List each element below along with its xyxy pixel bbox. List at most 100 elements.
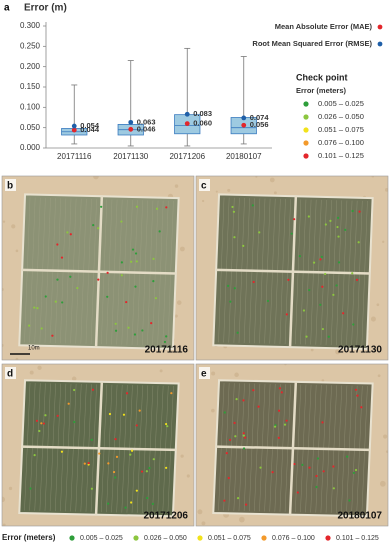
y-tick-label: 0.200 xyxy=(20,62,41,71)
terrain-speck xyxy=(382,240,385,243)
check-point xyxy=(352,471,355,475)
check-point xyxy=(273,425,277,428)
check-point xyxy=(165,466,168,469)
check-point xyxy=(301,463,304,466)
legend-label: 0.005 – 0.025 xyxy=(80,535,123,542)
check-point xyxy=(337,216,340,219)
legend-swatch xyxy=(197,535,203,541)
check-point xyxy=(98,452,101,455)
check-point xyxy=(152,280,155,283)
terrain-speck xyxy=(321,379,325,382)
point xyxy=(128,119,134,125)
panel-label: d xyxy=(7,369,13,380)
legend-label: 0.076 – 0.100 xyxy=(272,535,315,542)
terrain-speck xyxy=(269,177,275,183)
terrain-speck xyxy=(2,288,4,291)
check-point xyxy=(73,388,76,392)
check-point xyxy=(164,422,168,426)
check-point xyxy=(56,414,59,417)
legend-swatch xyxy=(261,535,267,541)
check-point xyxy=(154,297,158,300)
terrain-speck xyxy=(273,191,277,195)
check-point xyxy=(87,461,90,465)
check-point xyxy=(135,205,139,208)
check-point xyxy=(112,470,116,474)
check-point xyxy=(251,204,254,207)
check-point xyxy=(319,258,322,261)
check-point xyxy=(76,286,79,290)
legend-label: 0.101 – 0.125 xyxy=(336,535,379,542)
check-point xyxy=(287,278,290,281)
check-point xyxy=(278,387,281,390)
check-point xyxy=(134,252,138,255)
legend-swatch xyxy=(303,153,309,159)
terrain-speck xyxy=(234,372,239,378)
terrain-speck xyxy=(284,364,287,366)
legend-label: 0.026 – 0.050 xyxy=(144,535,187,542)
check-point xyxy=(151,502,154,505)
terrain-speck xyxy=(71,376,77,382)
check-point xyxy=(355,278,359,281)
terrain-speck xyxy=(186,474,190,478)
check-point xyxy=(252,389,255,392)
legend-swatch xyxy=(377,41,383,47)
check-point xyxy=(332,487,335,490)
check-point xyxy=(130,260,133,263)
y-tick-label: 0.050 xyxy=(20,123,41,132)
check-point xyxy=(285,419,288,422)
panel-label: c xyxy=(201,181,207,192)
check-point xyxy=(29,487,32,490)
check-point xyxy=(158,230,161,233)
check-point xyxy=(35,419,38,422)
check-point xyxy=(56,243,59,246)
check-point xyxy=(106,295,109,298)
terrain-speck xyxy=(8,486,13,491)
check-point xyxy=(38,429,41,433)
check-point xyxy=(233,421,236,425)
check-point xyxy=(293,218,296,221)
terrain-speck xyxy=(176,300,182,305)
check-point xyxy=(73,420,76,424)
check-point xyxy=(152,458,155,461)
check-point xyxy=(332,293,335,296)
terrain-speck xyxy=(15,249,19,253)
check-point xyxy=(327,335,330,338)
check-point xyxy=(316,457,320,460)
check-point xyxy=(235,398,238,401)
panel-frame xyxy=(1,175,195,361)
check-point xyxy=(134,285,137,288)
value-label: 0.056 xyxy=(250,120,269,129)
terrain-speck xyxy=(238,516,245,523)
panel-frame xyxy=(195,175,389,361)
terrain-speck xyxy=(255,176,258,178)
check-point xyxy=(321,285,324,288)
check-point xyxy=(308,466,311,469)
point xyxy=(128,126,134,132)
check-point xyxy=(244,503,248,506)
terrain-speck xyxy=(201,199,205,203)
check-point xyxy=(283,423,287,426)
check-point xyxy=(165,335,168,338)
check-point xyxy=(329,219,332,223)
check-point xyxy=(229,300,232,303)
check-point xyxy=(302,309,306,312)
check-point xyxy=(342,312,345,315)
check-point xyxy=(131,248,135,251)
check-point xyxy=(163,340,167,344)
check-point xyxy=(232,210,236,213)
terrain-speck xyxy=(2,523,6,526)
check-point xyxy=(135,489,138,492)
terrain-speck xyxy=(29,370,34,375)
terrain-speck xyxy=(335,349,341,355)
legend-label: 0.026 – 0.050 xyxy=(318,112,364,121)
terrain-speck xyxy=(227,188,231,192)
terrain-speck xyxy=(371,176,375,178)
check-point xyxy=(135,424,138,427)
map-panel xyxy=(196,176,388,360)
terrain-speck xyxy=(215,190,218,193)
check-point xyxy=(324,272,327,276)
check-point xyxy=(234,435,237,438)
value-label: 0.083 xyxy=(193,109,212,118)
check-point xyxy=(130,501,133,504)
y-tick-label: 0.100 xyxy=(20,102,41,111)
